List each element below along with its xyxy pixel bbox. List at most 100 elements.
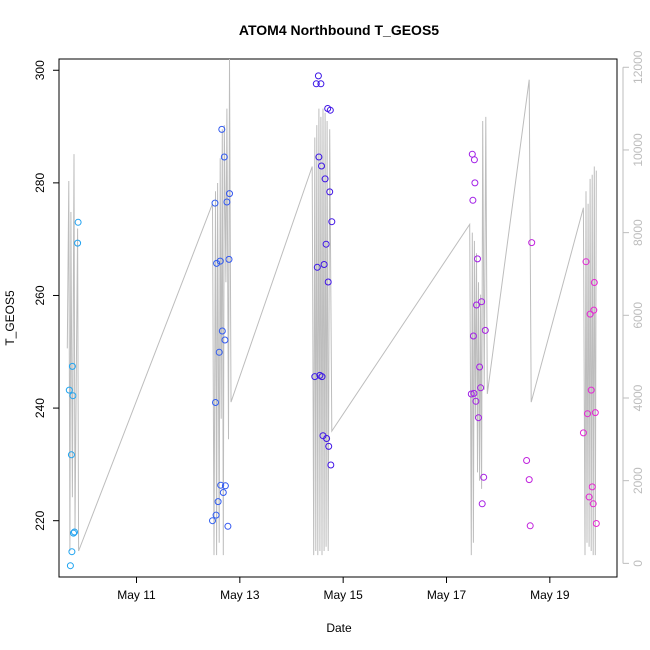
- data-point: [68, 548, 76, 556]
- data-point: [480, 473, 488, 481]
- y2-tick-label: 2000: [631, 467, 645, 494]
- data-point: [526, 522, 534, 530]
- data-point: [221, 336, 229, 344]
- data-point: [315, 153, 323, 161]
- data-point: [221, 482, 229, 490]
- y-axis-left: 220 240 260 280 300: [33, 60, 59, 531]
- x-tick-label: May 11: [117, 588, 156, 602]
- altitude-series: [66, 58, 597, 556]
- data-point: [528, 239, 536, 247]
- data-point: [211, 199, 219, 207]
- y-tick-label: 260: [33, 285, 47, 305]
- data-point: [74, 239, 82, 247]
- data-point: [314, 72, 322, 80]
- data-point: [481, 326, 489, 334]
- data-point: [71, 528, 78, 536]
- data-point: [220, 153, 228, 161]
- data-point: [326, 188, 334, 196]
- data-point: [328, 218, 336, 226]
- data-point: [467, 390, 475, 398]
- data-point: [473, 301, 480, 309]
- data-point: [216, 257, 224, 265]
- data-point: [477, 384, 485, 392]
- data-point: [317, 80, 325, 88]
- x-tick-label: May 17: [427, 588, 467, 602]
- data-point: [478, 500, 486, 508]
- data-point: [469, 196, 477, 204]
- data-point: [67, 451, 75, 459]
- y2-tick-label: 8000: [631, 219, 645, 246]
- chart-title: ATOM4 Northbound T_GEOS5: [239, 22, 439, 38]
- data-point: [66, 562, 74, 570]
- data-point: [223, 198, 231, 206]
- y-tick-label: 300: [33, 60, 47, 80]
- y2-tick-label: 4000: [631, 384, 645, 411]
- y-axis-right: 0 2000 4000 6000 8000 10000 12000: [622, 50, 645, 567]
- x-axis-label: Date: [326, 621, 352, 635]
- data-point: [585, 493, 593, 501]
- data-point: [218, 327, 226, 335]
- data-point: [70, 529, 77, 537]
- data-point: [214, 498, 222, 506]
- data-point: [590, 306, 598, 314]
- data-point: [218, 125, 226, 133]
- data-point: [213, 259, 221, 267]
- data-point: [224, 522, 232, 530]
- data-point: [327, 461, 335, 469]
- data-point: [320, 261, 328, 268]
- y2-tick-label: 0: [631, 560, 645, 567]
- data-point: [209, 517, 216, 525]
- data-point: [212, 399, 219, 406]
- data-point: [472, 397, 480, 405]
- data-point: [219, 489, 227, 496]
- data-point: [311, 373, 319, 381]
- data-point: [525, 476, 533, 484]
- x-axis: May 11 May 13 May 15 May 17 May 19: [117, 577, 570, 602]
- data-point: [476, 363, 484, 371]
- data-point: [326, 106, 334, 114]
- x-tick-label: May 13: [220, 588, 260, 602]
- data-point: [587, 386, 595, 394]
- data-point: [589, 500, 597, 508]
- y-tick-label: 220: [33, 510, 47, 530]
- data-point: [321, 175, 329, 183]
- data-point: [579, 429, 587, 437]
- data-point: [65, 386, 73, 394]
- data-point: [215, 348, 223, 356]
- data-point: [471, 179, 479, 187]
- x-tick-label: May 15: [323, 588, 363, 602]
- data-point: [584, 410, 591, 418]
- y2-tick-label: 12000: [631, 50, 645, 84]
- data-point: [325, 442, 333, 450]
- data-point: [474, 255, 481, 263]
- data-point: [475, 414, 482, 422]
- y-tick-label: 240: [33, 398, 47, 418]
- data-point: [588, 483, 596, 491]
- data-point: [582, 258, 590, 266]
- data-point: [318, 162, 325, 170]
- y2-tick-label: 6000: [631, 302, 645, 329]
- data-point: [313, 263, 321, 271]
- data-point: [217, 481, 225, 489]
- data-point: [68, 362, 76, 370]
- y-tick-label: 280: [33, 173, 47, 193]
- data-point: [225, 255, 233, 263]
- temperature-points: [65, 72, 600, 570]
- data-point: [323, 435, 331, 442]
- data-point: [469, 332, 477, 340]
- data-point: [312, 80, 320, 88]
- altitude-line: [66, 58, 597, 556]
- plot-area-frame: [58, 58, 618, 578]
- data-point: [523, 457, 531, 464]
- data-point: [324, 278, 332, 286]
- data-point: [226, 190, 233, 198]
- data-point: [212, 511, 220, 519]
- data-point: [591, 409, 599, 417]
- data-point: [74, 218, 82, 226]
- data-point: [592, 520, 600, 527]
- data-point: [470, 156, 478, 164]
- data-point: [318, 373, 326, 381]
- data-point: [69, 392, 77, 400]
- y-axis-label: T_GEOS5: [3, 290, 17, 346]
